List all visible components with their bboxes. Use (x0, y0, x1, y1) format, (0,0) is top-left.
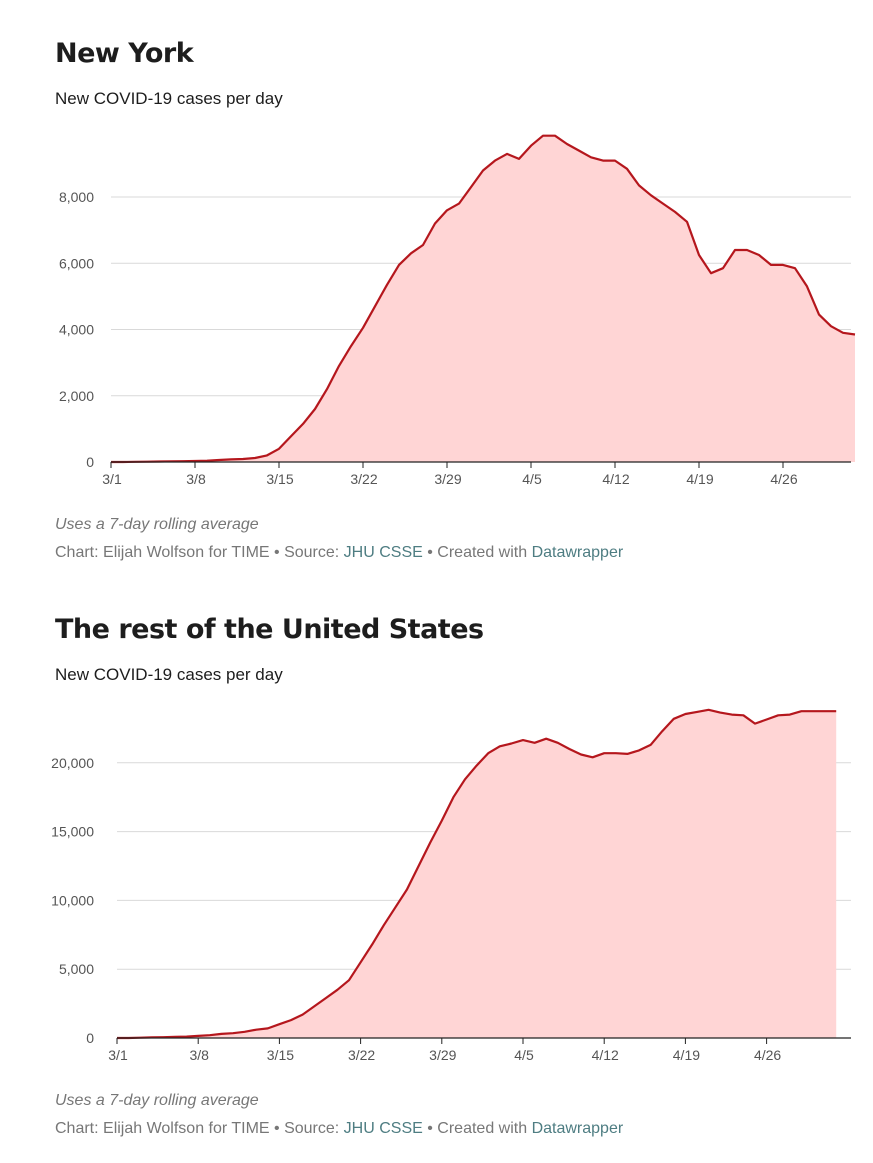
chart-notes: Uses a 7-day rolling average (55, 1092, 259, 1109)
credit-prefix: Chart: Elijah Wolfson for TIME • Source: (55, 1120, 344, 1137)
y-tick-label: 15,000 (51, 824, 94, 840)
source-link[interactable]: JHU CSSE (343, 544, 423, 561)
x-tick-label: 4/12 (602, 471, 629, 487)
x-tick-label: 3/8 (186, 471, 206, 487)
chart-notes: Uses a 7-day rolling average (55, 516, 259, 533)
x-tick-label: 3/1 (108, 1047, 128, 1063)
x-tick-label: 3/22 (350, 471, 377, 487)
y-tick-label: 20,000 (51, 755, 94, 771)
x-tick-label: 4/12 (592, 1047, 619, 1063)
x-tick-label: 4/5 (514, 1047, 534, 1063)
x-tick-label: 3/1 (102, 471, 122, 487)
credit-prefix: Chart: Elijah Wolfson for TIME • Source: (55, 544, 344, 561)
chart-subtitle: New COVID-19 cases per day (55, 89, 283, 108)
credit-middle: • Created with (422, 1120, 532, 1137)
datawrapper-link[interactable]: Datawrapper (531, 1120, 624, 1137)
x-tick-label: 4/19 (686, 471, 713, 487)
x-tick-label: 4/5 (522, 471, 542, 487)
y-tick-label: 4,000 (59, 322, 94, 338)
chart-svg-rest-of-us: 0 5,000 10,000 15,000 20,000 3/1 3/8 3/15 3/22 3/… (51, 708, 851, 1063)
x-tick-label: 3/15 (266, 471, 293, 487)
series-area (117, 709, 837, 1038)
x-tick-label: 3/8 (189, 1047, 209, 1063)
y-tick-label: 8,000 (59, 189, 94, 205)
series-area (111, 135, 855, 462)
chart-title: New York (55, 38, 194, 69)
chart-credit: Chart: Elijah Wolfson for TIME • Source:… (55, 544, 623, 562)
chart-subtitle: New COVID-19 cases per day (55, 665, 283, 684)
x-tick-label: 4/26 (754, 1047, 781, 1063)
chart-svg-new-york: 0 2,000 4,000 6,000 8,000 3/1 3/8 3/15 3/22 3/29 4… (59, 134, 856, 487)
source-link[interactable]: JHU CSSE (343, 1120, 423, 1137)
x-tick-label: 3/29 (434, 471, 461, 487)
x-tick-label: 3/22 (348, 1047, 375, 1063)
chart-title: The rest of the United States (55, 614, 484, 645)
y-tick-label: 0 (86, 454, 94, 470)
datawrapper-link[interactable]: Datawrapper (531, 544, 624, 561)
y-tick-label: 2,000 (59, 388, 94, 404)
x-tick-label: 4/19 (673, 1047, 700, 1063)
y-tick-label: 5,000 (59, 961, 94, 977)
x-tick-label: 3/29 (429, 1047, 456, 1063)
credit-middle: • Created with (422, 544, 532, 561)
x-tick-label: 4/26 (770, 471, 797, 487)
series-line (117, 708, 837, 1040)
chart-credit: Chart: Elijah Wolfson for TIME • Source:… (55, 1120, 623, 1138)
series-line (111, 134, 856, 464)
y-tick-label: 0 (86, 1030, 94, 1046)
x-tick-label: 3/15 (267, 1047, 294, 1063)
y-tick-label: 6,000 (59, 255, 94, 271)
y-tick-label: 10,000 (51, 892, 94, 908)
